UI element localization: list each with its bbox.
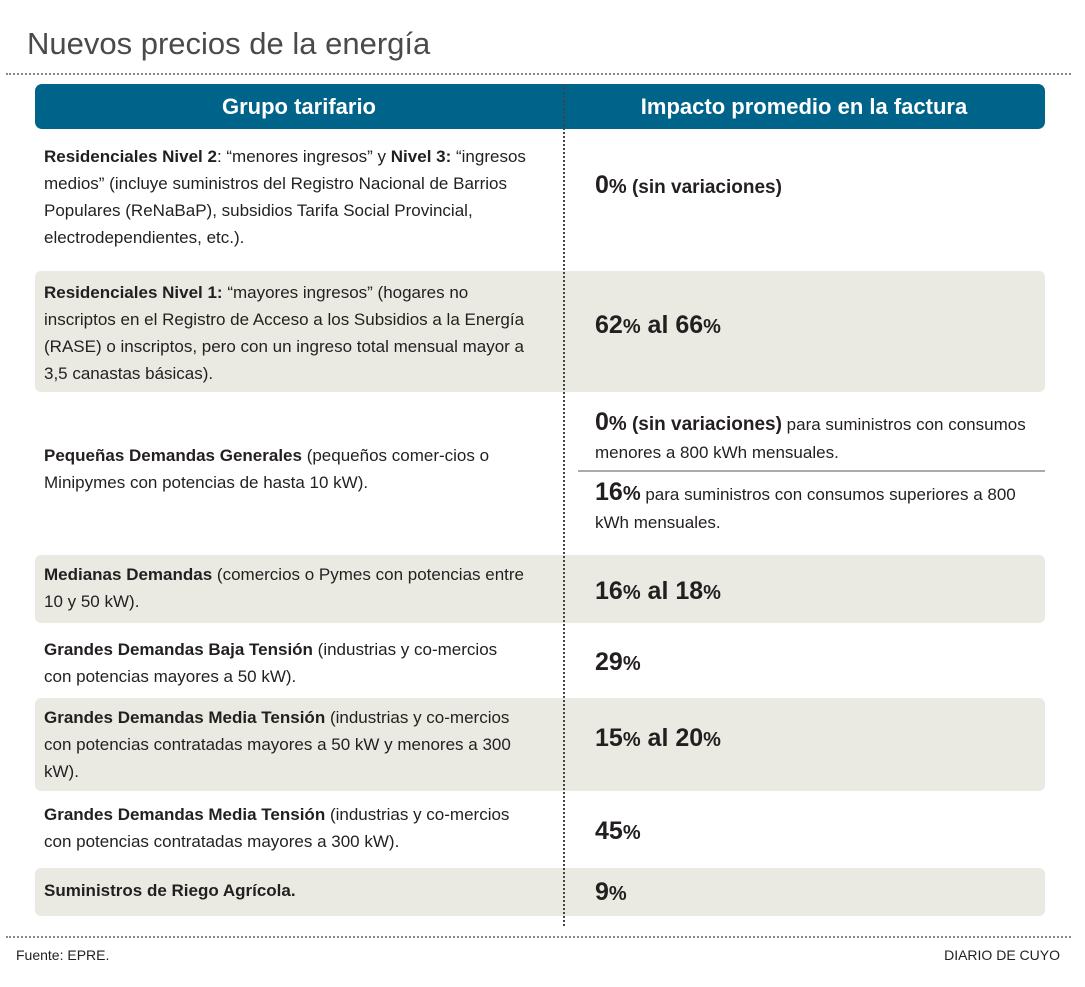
impact-value: %	[703, 582, 721, 604]
impact-value: 16	[595, 577, 623, 605]
impact-value: 45	[595, 817, 623, 845]
impact-value: %	[622, 483, 641, 505]
table-row: Pequeñas Demandas Generales (pequeños co…	[35, 400, 1045, 545]
impact-cell: 45%	[595, 817, 1035, 848]
tariff-group: Suministros de Riego Agrícola.	[44, 877, 529, 904]
tariff-group: Medianas Demandas (comercios o Pymes con…	[44, 561, 529, 615]
text-segment: (pequeños comer-cios o Minipymes con pot…	[44, 446, 490, 492]
impact-value: 9	[595, 878, 609, 906]
text-segment: (sin variaciones)	[626, 414, 782, 435]
impact-value: al 18	[640, 577, 704, 605]
impact-value: %	[608, 176, 627, 198]
impact-value: %	[622, 822, 641, 844]
impact-value: %	[622, 582, 641, 604]
impact-value: 15	[595, 724, 623, 752]
tariff-group: Grandes Demandas Media Tensión (industri…	[44, 704, 529, 785]
impact-value: al 20	[640, 724, 704, 752]
brand: DIARIO DE CUYO	[944, 947, 1060, 963]
table-header: Grupo tarifario Impacto promedio en la f…	[35, 84, 1045, 129]
text-segment: Nivel 3:	[390, 147, 452, 166]
impact-value: %	[608, 413, 627, 435]
impact-value: 29	[595, 648, 623, 676]
impact-value: 0	[595, 171, 609, 199]
tariff-group: Grandes Demandas Baja Tensión (industria…	[44, 636, 529, 690]
impact-cell: 0% (sin variaciones) para suministros co…	[595, 408, 1035, 467]
impact-cell: 0% (sin variaciones)	[595, 171, 1035, 202]
text-segment: (sin variaciones)	[626, 177, 782, 198]
impact-value: %	[608, 883, 627, 905]
impact-cell: 9%	[595, 878, 1035, 909]
impact-cell-secondary: 16% para suministros con consumos superi…	[595, 478, 1035, 537]
text-segment: Grandes Demandas Baja Tensión	[44, 640, 313, 659]
text-segment: para suministros con consumos menores a …	[595, 415, 1026, 462]
table-row: Medianas Demandas (comercios o Pymes con…	[35, 555, 1045, 623]
impact-value: %	[703, 729, 721, 751]
impact-cell: 15% al 20%	[595, 724, 1035, 755]
header-group: Grupo tarifario	[221, 94, 376, 119]
impact-value: %	[703, 316, 721, 338]
impact-value: 0	[595, 408, 609, 436]
impact-value: al 66	[640, 311, 704, 339]
column-divider	[563, 84, 565, 926]
row-split-divider	[578, 470, 1045, 472]
text-segment: Grandes Demandas Media Tensión	[44, 708, 326, 727]
text-segment: Pequeñas Demandas Generales	[44, 446, 302, 465]
text-segment: : “menores ingresos” y	[216, 147, 391, 166]
impact-cell: 62% al 66%	[595, 311, 1035, 342]
impact-value: 62	[595, 311, 623, 339]
tariff-group: Pequeñas Demandas Generales (pequeños co…	[44, 442, 529, 496]
page-title: Nuevos precios de la energía	[27, 26, 431, 61]
table-row: Residenciales Nivel 2: “menores ingresos…	[35, 135, 1045, 262]
text-segment: para suministros con consumos superiores…	[595, 485, 1016, 532]
header-impact: Impacto promedio en la factura	[640, 94, 968, 119]
table-row: Residenciales Nivel 1: “mayores ingresos…	[35, 271, 1045, 392]
impact-value: %	[622, 729, 641, 751]
tariff-group: Residenciales Nivel 2: “menores ingresos…	[44, 143, 529, 251]
text-segment: Suministros de Riego Agrícola.	[44, 881, 296, 900]
impact-value: %	[622, 316, 641, 338]
table-row: Grandes Demandas Media Tensión (industri…	[35, 797, 1045, 860]
text-segment: “mayores ingresos” (hogares no inscripto…	[44, 283, 525, 383]
table-row: Grandes Demandas Media Tensión (industri…	[35, 698, 1045, 791]
impact-value: %	[622, 653, 641, 675]
text-segment: (comercios o Pymes con potencias entre 1…	[44, 565, 524, 611]
impact-cell: 29%	[595, 648, 1035, 679]
tariff-group: Grandes Demandas Media Tensión (industri…	[44, 801, 529, 855]
tariff-group: Residenciales Nivel 1: “mayores ingresos…	[44, 279, 529, 387]
top-divider	[6, 73, 1071, 75]
text-segment: Medianas Demandas	[44, 565, 213, 584]
source-note: Fuente: EPRE.	[16, 947, 110, 963]
impact-value: 16	[595, 478, 623, 506]
text-segment: “ingresos medios” (incluye suministros d…	[44, 147, 526, 247]
text-segment: (industrias y co-mercios con potencias c…	[44, 708, 511, 781]
bottom-divider	[6, 936, 1071, 938]
text-segment: (industrias y co-mercios con potencias m…	[44, 640, 498, 686]
text-segment: (industrias y co-mercios con potencias c…	[44, 805, 510, 851]
table-row: Suministros de Riego Agrícola. 9%	[35, 868, 1045, 916]
text-segment: Residenciales Nivel 1:	[44, 283, 223, 302]
text-segment: Residenciales Nivel 2	[44, 147, 217, 166]
text-segment: Grandes Demandas Media Tensión	[44, 805, 326, 824]
impact-cell: 16% al 18%	[595, 577, 1035, 608]
table-row: Grandes Demandas Baja Tensión (industria…	[35, 630, 1045, 690]
